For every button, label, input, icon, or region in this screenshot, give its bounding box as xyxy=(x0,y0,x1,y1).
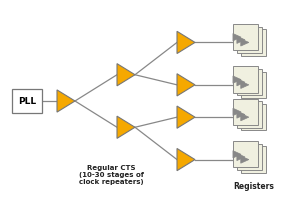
Bar xyxy=(241,104,266,130)
Polygon shape xyxy=(177,106,195,128)
Polygon shape xyxy=(117,64,135,86)
Polygon shape xyxy=(237,79,245,86)
Polygon shape xyxy=(233,108,241,116)
Polygon shape xyxy=(237,111,245,118)
Polygon shape xyxy=(241,39,249,46)
Text: Registers: Registers xyxy=(233,182,274,191)
Bar xyxy=(233,141,259,167)
Polygon shape xyxy=(177,31,195,54)
Bar xyxy=(233,99,259,125)
Polygon shape xyxy=(241,81,249,88)
Text: Regular CTS
(10-30 stages of
clock repeaters): Regular CTS (10-30 stages of clock repea… xyxy=(79,165,143,185)
Bar xyxy=(241,146,266,173)
Text: PLL: PLL xyxy=(18,97,36,105)
Polygon shape xyxy=(237,36,245,43)
Bar xyxy=(237,69,262,95)
Polygon shape xyxy=(241,114,249,121)
Polygon shape xyxy=(177,148,195,171)
Bar xyxy=(237,101,262,128)
Polygon shape xyxy=(241,156,249,163)
Polygon shape xyxy=(57,90,75,112)
Polygon shape xyxy=(177,74,195,96)
Polygon shape xyxy=(233,151,241,158)
Polygon shape xyxy=(233,34,241,41)
Polygon shape xyxy=(233,76,241,83)
Bar xyxy=(233,66,259,93)
Bar xyxy=(241,29,266,56)
Bar xyxy=(237,27,262,53)
Bar xyxy=(241,72,266,98)
Polygon shape xyxy=(117,116,135,138)
Bar xyxy=(12,89,42,113)
Bar xyxy=(237,144,262,170)
Polygon shape xyxy=(237,153,245,161)
Bar xyxy=(233,24,259,50)
